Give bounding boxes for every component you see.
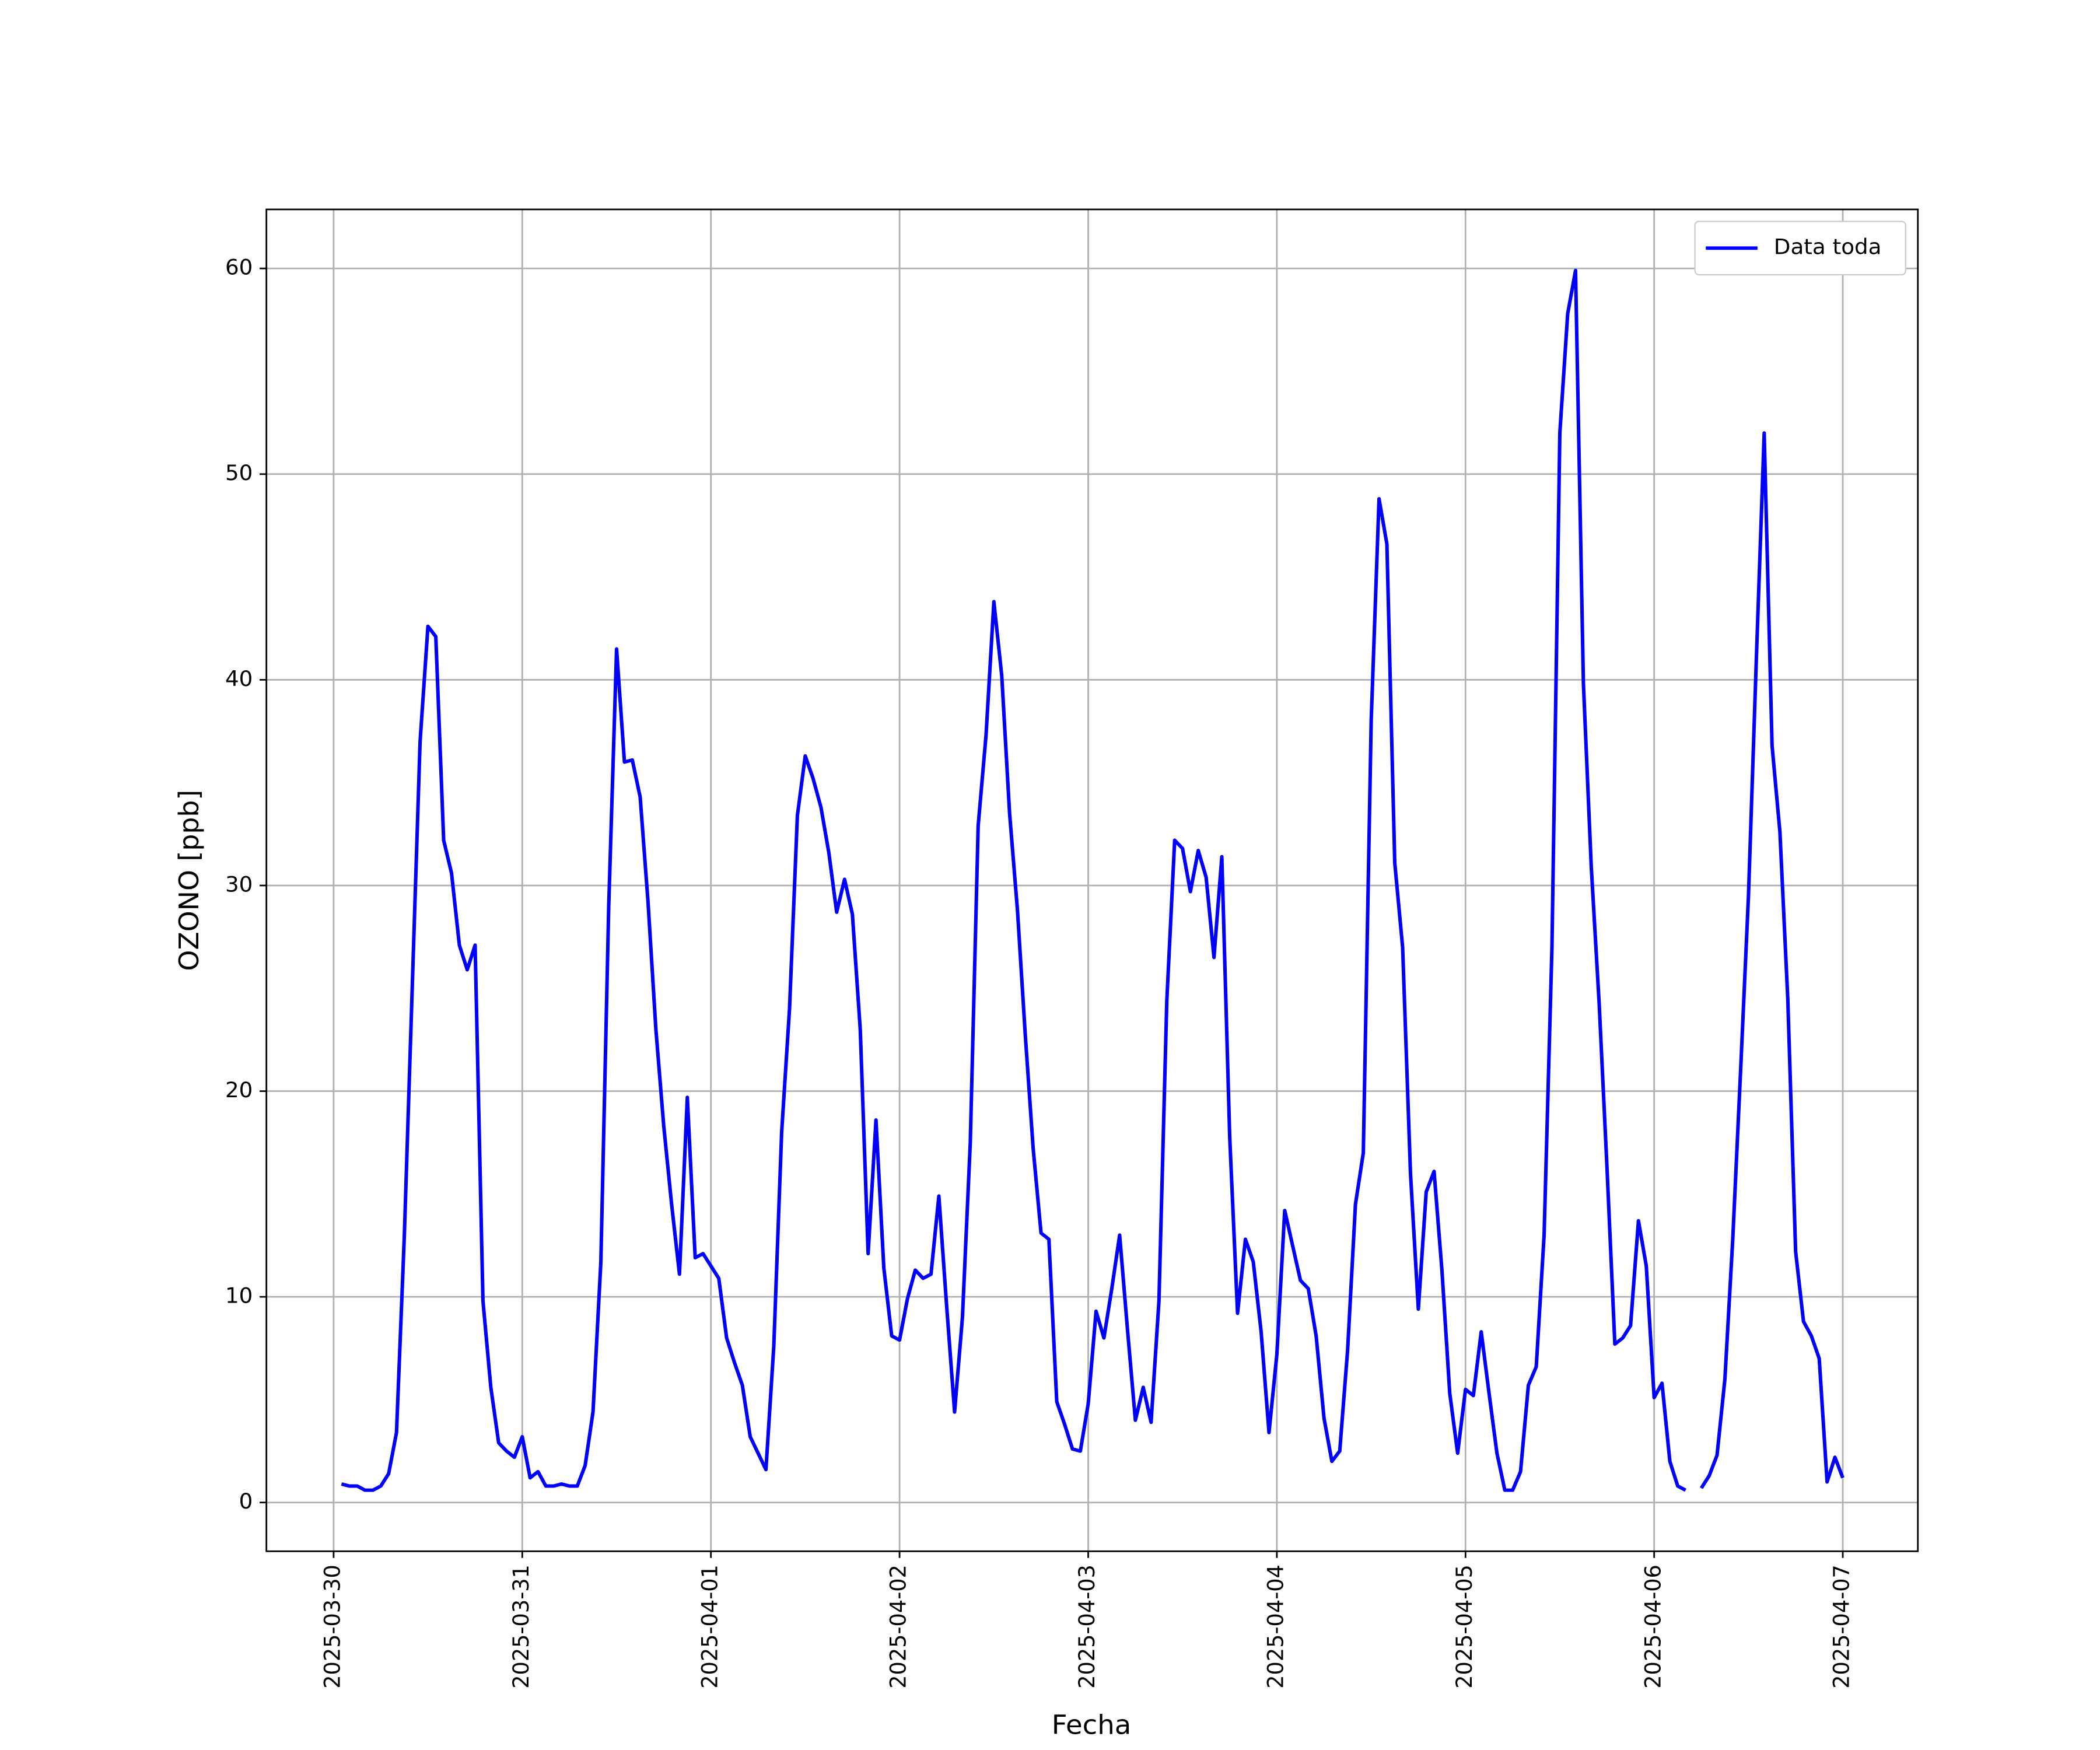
- x-tick-label: 2025-04-07: [1829, 1564, 1854, 1689]
- y-tick-label: 40: [225, 666, 253, 691]
- x-tick-label: 2025-04-02: [886, 1564, 911, 1689]
- y-tick-label: 0: [239, 1489, 253, 1514]
- legend-label: Data toda: [1774, 235, 1882, 260]
- x-tick-label: 2025-04-06: [1640, 1564, 1665, 1689]
- x-tick-label: 2025-04-04: [1263, 1564, 1288, 1689]
- data-line: [341, 268, 1845, 1492]
- y-tick-label: 50: [225, 461, 253, 486]
- y-tick-label: 60: [225, 255, 253, 280]
- axes-frame: [265, 208, 1919, 1552]
- y-axis-label: OZONO [ppb]: [173, 790, 205, 971]
- x-tick-label: 2025-04-01: [697, 1564, 722, 1689]
- legend-box: [1694, 220, 1906, 276]
- y-tick-label: 20: [225, 1077, 253, 1102]
- x-tick-label: 2025-03-30: [320, 1564, 345, 1689]
- legend: Data toda: [1694, 220, 1906, 276]
- y-tick-label: 10: [225, 1283, 253, 1308]
- x-tick-label: 2025-03-31: [509, 1564, 534, 1689]
- grid: [266, 209, 1918, 1552]
- x-axis-label: Fecha: [1052, 1709, 1132, 1740]
- plot-area: [341, 268, 1845, 1492]
- x-tick-label: 2025-04-03: [1074, 1564, 1100, 1689]
- y-tick-label: 30: [225, 872, 253, 897]
- x-tick-label: 2025-04-05: [1452, 1564, 1477, 1689]
